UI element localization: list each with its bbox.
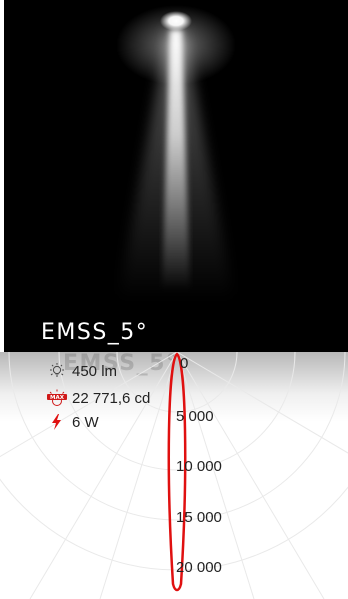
bulb-lumen-icon — [50, 363, 64, 377]
lumen-value: 450 lm — [72, 362, 118, 380]
tick-label-5000: 5 000 — [176, 408, 214, 425]
intensity-curve — [167, 352, 187, 592]
beam-glow-image — [116, 5, 236, 300]
stat-power: 6 W — [46, 412, 99, 432]
power-bolt-icon — [52, 414, 61, 430]
stat-lumen: 450 lm — [46, 361, 117, 381]
power-value: 6 W — [72, 413, 99, 431]
polar-intensity-diagram — [0, 352, 348, 599]
product-title: EMSS_5° — [41, 320, 149, 345]
stat-max-intensity: MAX 22 771,6 cd — [46, 388, 150, 408]
beam-render: EMSS_5° — [4, 0, 348, 352]
max-intensity-icon: MAX — [47, 389, 67, 406]
max-intensity-value: 22 771,6 cd — [72, 389, 151, 407]
polar-grid — [0, 352, 348, 599]
tick-label-10000: 10 000 — [176, 458, 222, 475]
tick-label-15000: 15 000 — [176, 509, 222, 526]
tick-label-20000: 20 000 — [176, 559, 222, 576]
tick-label-0: 0 — [180, 355, 189, 372]
svg-text:MAX: MAX — [50, 395, 65, 401]
